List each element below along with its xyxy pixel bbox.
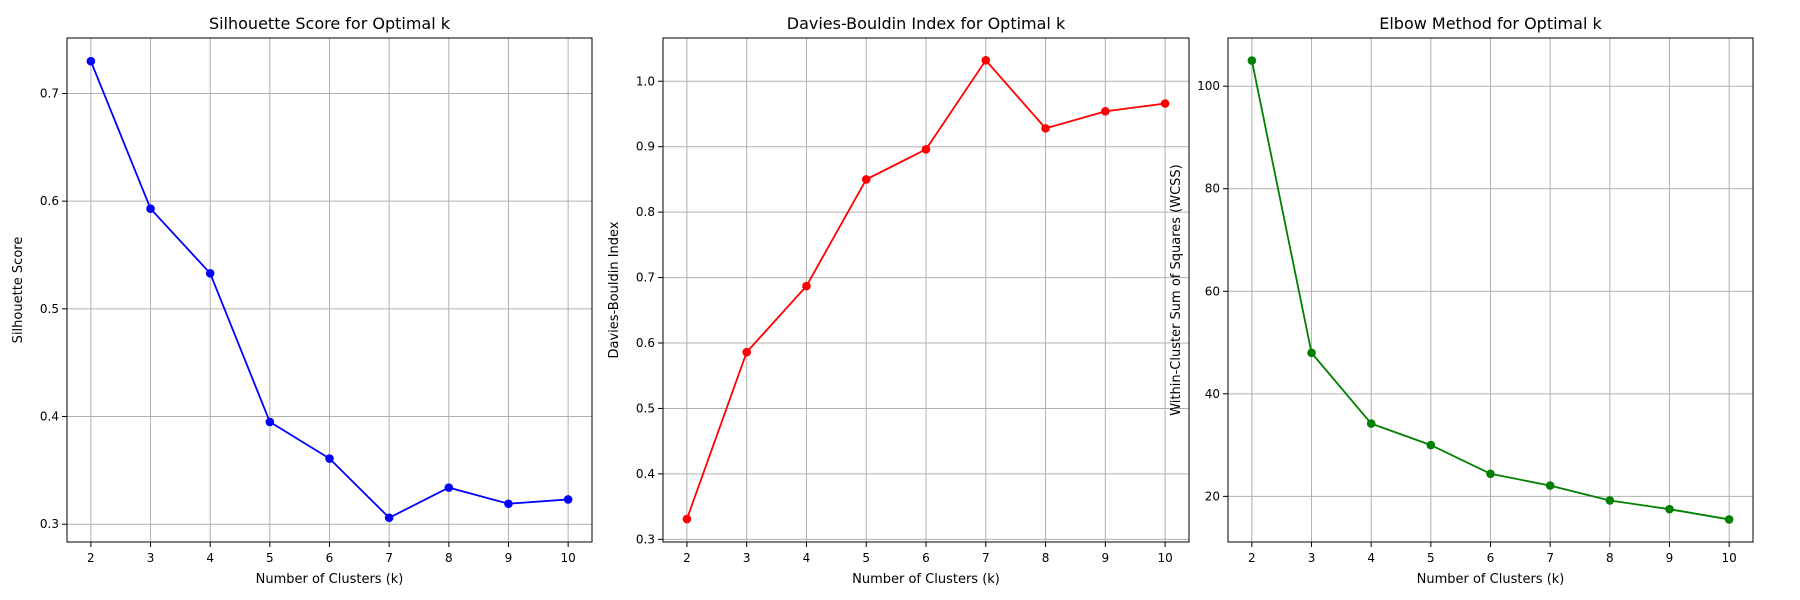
elbow-y-axis-label: Within-Cluster Sum of Squares (WCSS) [1169,164,1184,416]
davies-bouldin-x-tick-label: 5 [862,551,870,565]
davies-bouldin-data-point [1101,107,1110,116]
silhouette-x-tick-label: 10 [560,551,575,565]
davies-bouldin-x-tick-label: 10 [1157,551,1172,565]
davies-bouldin-y-tick-label: 0.6 [636,336,655,350]
elbow-data-point [1307,348,1316,358]
silhouette-x-axis-label: Number of Clusters (k) [256,572,404,587]
elbow-x-axis-label: Number of Clusters (k) [1417,572,1565,587]
elbow-data-point [1426,440,1436,450]
elbow-data-point [1545,481,1555,490]
silhouette-data-point [265,417,275,427]
davies-bouldin-chart-title: Davies-Bouldin Index for Optimal k [787,14,1066,33]
davies-bouldin-y-tick-label: 0.8 [636,205,655,219]
elbow-axes-frame [1227,37,1754,543]
silhouette-y-tick-label: 0.6 [40,194,59,208]
davies-bouldin-data-point [921,145,931,154]
davies-bouldin-y-tick-label: 0.4 [636,467,655,481]
elbow-y-tick-label: 40 [1205,387,1220,401]
silhouette-x-tick-label: 8 [445,551,453,565]
elbow-data-point [1724,515,1734,524]
davies-bouldin-data-point [682,514,692,524]
silhouette-y-axis-label: Silhouette Score [11,237,26,344]
elbow-x-tick-label: 10 [1721,551,1736,565]
elbow-x-tick-label: 3 [1308,551,1316,565]
elbow-x-tick-label: 2 [1248,551,1256,565]
davies-bouldin-data-point [1041,124,1050,133]
silhouette-chart: 2 3 4 5 6 7 8 9 10 0.3 0.4 0.5 0.6 0.7 Silhouette Scor… [11,14,593,587]
silhouette-y-tick-label: 0.3 [40,517,59,531]
elbow-y-tick-label: 60 [1205,284,1220,298]
davies-bouldin-x-tick-label: 3 [743,551,751,565]
elbow-data-point [1665,504,1674,514]
silhouette-chart-title: Silhouette Score for Optimal k [209,14,451,33]
silhouette-x-tick-label: 7 [385,551,393,565]
davies-bouldin-x-tick-label: 8 [1042,551,1050,565]
davies-bouldin-chart: 2 3 4 5 6 7 8 9 10 0.3 0.4 0.5 0.6 0.7 0.8 0.9 1.0 Davies… [607,14,1190,587]
silhouette-y-tick-label: 0.7 [40,86,59,100]
elbow-x-tick-label: 6 [1487,551,1495,565]
elbow-data-point [1366,419,1376,428]
elbow-data-point [1605,496,1615,505]
silhouette-axes-frame [66,37,593,543]
silhouette-data-point [563,495,573,504]
silhouette-data-point [146,204,155,213]
davies-bouldin-x-tick-label: 4 [803,551,811,565]
davies-bouldin-data-point [1160,99,1170,108]
davies-bouldin-y-tick-label: 0.9 [636,140,655,154]
silhouette-data-point [384,513,394,523]
davies-bouldin-y-tick-label: 0.7 [636,271,655,285]
silhouette-x-tick-label: 9 [505,551,513,565]
silhouette-x-tick-label: 5 [266,551,274,565]
elbow-x-tick-label: 9 [1666,551,1674,565]
silhouette-x-tick-label: 4 [206,551,214,565]
silhouette-x-tick-label: 3 [147,551,155,565]
davies-bouldin-x-tick-label: 7 [982,551,990,565]
davies-bouldin-y-tick-label: 0.5 [636,401,655,415]
elbow-data-point [1486,469,1495,479]
davies-bouldin-y-tick-label: 1.0 [636,74,655,88]
elbow-x-tick-label: 5 [1427,551,1435,565]
silhouette-data-point [86,56,96,66]
davies-bouldin-x-axis-label: Number of Clusters (k) [852,572,1000,587]
silhouette-x-tick-label: 6 [326,551,334,565]
elbow-chart-title: Elbow Method for Optimal k [1379,14,1602,33]
silhouette-x-tick-label: 2 [87,551,95,565]
elbow-y-tick-label: 80 [1205,182,1220,196]
silhouette-y-tick-label: 0.5 [40,302,59,316]
elbow-data-point [1247,56,1257,65]
davies-bouldin-data-point [802,281,811,291]
davies-bouldin-y-tick-label: 0.3 [636,532,655,546]
silhouette-y-tick-label: 0.4 [40,410,59,424]
elbow-x-tick-label: 8 [1606,551,1614,565]
davies-bouldin-data-point [861,175,871,184]
davies-bouldin-y-axis-label: Davies-Bouldin Index [607,221,622,358]
davies-bouldin-axes-frame [662,37,1190,543]
elbow-x-tick-label: 7 [1546,551,1554,565]
silhouette-data-point [444,483,454,492]
silhouette-data-point [325,454,334,463]
elbow-x-tick-label: 4 [1367,551,1375,565]
elbow-y-tick-label: 100 [1197,79,1220,93]
silhouette-data-point [205,269,215,278]
davies-bouldin-x-tick-label: 6 [922,551,930,565]
silhouette-data-point [504,499,513,509]
davies-bouldin-x-tick-label: 2 [683,551,691,565]
davies-bouldin-data-point [981,56,991,65]
elbow-y-tick-label: 20 [1205,489,1220,503]
davies-bouldin-data-point [742,347,751,357]
davies-bouldin-x-tick-label: 9 [1101,551,1109,565]
elbow-chart: 2 3 4 5 6 7 8 9 10 20 40 60 80 100 Elbow Method for Op… [1169,14,1754,587]
